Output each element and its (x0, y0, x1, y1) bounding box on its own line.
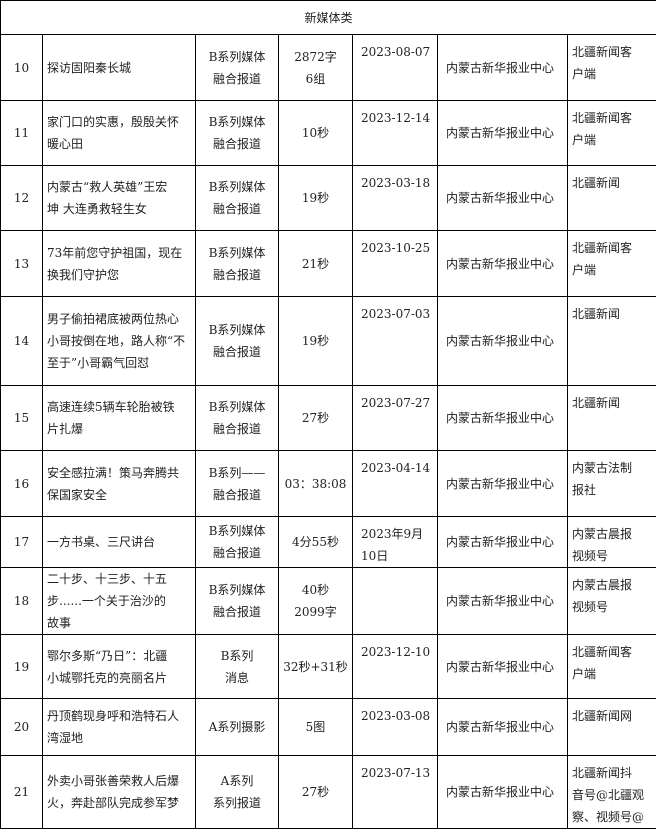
work-length: 19秒 (279, 166, 353, 231)
publish-date: 2023-08-07 (353, 35, 438, 101)
publishing-unit: 内蒙古新华报业中心 (438, 568, 568, 635)
work-type: B系列—— 融合报道 (196, 451, 279, 517)
work-type: B系列媒体 融合报道 (196, 297, 279, 386)
row-number: 16 (1, 451, 43, 517)
publish-platform: 内蒙古晨报 视频号 (568, 568, 656, 635)
work-type: B系列媒体 融合报道 (196, 101, 279, 166)
row-number: 20 (1, 699, 43, 756)
work-title: 一方书桌、三尺讲台 (43, 517, 196, 568)
row-number: 14 (1, 297, 43, 386)
work-title: 内蒙古“救人英雄”王宏 坤 大连勇救轻生女 (43, 166, 196, 231)
publish-date: 2023-03-18 (353, 166, 438, 231)
work-title: 73年前您守护祖国，现在 换我们守护您 (43, 231, 196, 297)
work-length: 32秒+31秒 (279, 635, 353, 699)
row-number: 11 (1, 101, 43, 166)
work-title: 丹顶鹤现身呼和浩特石人 湾湿地 (43, 699, 196, 756)
work-type: A系列 系列报道 (196, 756, 279, 829)
publishing-unit: 内蒙古新华报业中心 (438, 756, 568, 829)
work-type: A系列摄影 (196, 699, 279, 756)
work-type: B系列 消息 (196, 635, 279, 699)
work-length: 40秒 2099字 (279, 568, 353, 635)
publishing-unit: 内蒙古新华报业中心 (438, 517, 568, 568)
work-title: 鄂尔多斯“乃日”：北疆 小城鄂托克的亮丽名片 (43, 635, 196, 699)
publish-date: 2023年9月 10日 (353, 517, 438, 568)
publish-date: 2023-04-14 (353, 451, 438, 517)
publishing-unit: 内蒙古新华报业中心 (438, 166, 568, 231)
work-title: 二十步、十三步、十五 步......一个关于治沙的 故事 (43, 568, 196, 635)
publishing-unit: 内蒙古新华报业中心 (438, 231, 568, 297)
work-type: B系列媒体 融合报道 (196, 231, 279, 297)
work-type: B系列媒体 融合报道 (196, 568, 279, 635)
publish-platform: 北疆新闻客 户端 (568, 35, 656, 101)
publish-date: 2023-07-27 (353, 386, 438, 451)
work-title: 探访固阳秦长城 (43, 35, 196, 101)
publish-platform: 北疆新闻客 户端 (568, 231, 656, 297)
publish-platform: 北疆新闻 (568, 386, 656, 451)
work-length: 21秒 (279, 231, 353, 297)
work-type: B系列媒体 融合报道 (196, 386, 279, 451)
publish-platform: 北疆新闻客 户端 (568, 635, 656, 699)
publishing-unit: 内蒙古新华报业中心 (438, 297, 568, 386)
section-header-row: 新媒体类 (1, 1, 656, 35)
row-number: 10 (1, 35, 43, 101)
work-length: 19秒 (279, 297, 353, 386)
row-number: 21 (1, 756, 43, 829)
work-title: 男子偷拍裙底被两位热心 小哥按倒在地，路人称“不 至于”小哥霸气回怼 (43, 297, 196, 386)
publishing-unit: 内蒙古新华报业中心 (438, 699, 568, 756)
work-length: 27秒 (279, 756, 353, 829)
publish-platform: 北疆新闻 (568, 166, 656, 231)
publish-platform: 内蒙古法制 报社 (568, 451, 656, 517)
publish-platform: 内蒙古晨报 视频号 (568, 517, 656, 568)
work-title: 外卖小哥张善荣救人后爆 火，奔赴部队完成参军梦 (43, 756, 196, 829)
publish-date (353, 568, 438, 635)
publish-platform: 北疆新闻 (568, 297, 656, 386)
work-title: 家门口的实惠，殷殷关怀 暖心田 (43, 101, 196, 166)
publishing-unit: 内蒙古新华报业中心 (438, 101, 568, 166)
row-number: 17 (1, 517, 43, 568)
work-length: 4分55秒 (279, 517, 353, 568)
publish-date: 2023-12-10 (353, 635, 438, 699)
publish-date: 2023-07-13 (353, 756, 438, 829)
row-number: 12 (1, 166, 43, 231)
work-type: B系列媒体 融合报道 (196, 35, 279, 101)
row-number: 18 (1, 568, 43, 635)
work-length: 10秒 (279, 101, 353, 166)
row-number: 15 (1, 386, 43, 451)
work-length: 27秒 (279, 386, 353, 451)
publish-platform: 北疆新闻客 户端 (568, 101, 656, 166)
publish-date: 2023-07-03 (353, 297, 438, 386)
work-length: 2872字 6组 (279, 35, 353, 101)
publishing-unit: 内蒙古新华报业中心 (438, 35, 568, 101)
publishing-unit: 内蒙古新华报业中心 (438, 451, 568, 517)
row-number: 13 (1, 231, 43, 297)
publish-date: 2023-12-14 (353, 101, 438, 166)
publish-platform: 北疆新闻抖 音号@北疆观 察、视频号@ (568, 756, 656, 829)
work-type: B系列媒体 融合报道 (196, 166, 279, 231)
publish-platform: 北疆新闻网 (568, 699, 656, 756)
publishing-unit: 内蒙古新华报业中心 (438, 635, 568, 699)
publish-date: 2023-03-08 (353, 699, 438, 756)
work-title: 高速连续5辆车轮胎被铁 片扎爆 (43, 386, 196, 451)
work-title: 安全感拉满！策马奔腾共 保国家安全 (43, 451, 196, 517)
work-length: 03：38:08 (279, 451, 353, 517)
section-title: 新媒体类 (1, 1, 656, 35)
work-type: B系列媒体 融合报道 (196, 517, 279, 568)
publish-date: 2023-10-25 (353, 231, 438, 297)
work-length: 5图 (279, 699, 353, 756)
publishing-unit: 内蒙古新华报业中心 (438, 386, 568, 451)
row-number: 19 (1, 635, 43, 699)
